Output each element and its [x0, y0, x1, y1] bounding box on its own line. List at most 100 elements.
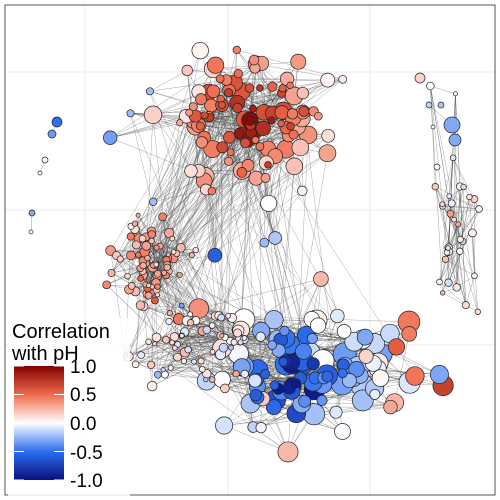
network-node: [321, 370, 334, 383]
network-node: [160, 367, 166, 373]
network-node: [233, 69, 243, 79]
network-node: [297, 185, 308, 196]
network-node: [313, 271, 329, 287]
network-edge: [170, 351, 213, 368]
network-nodes: [28, 41, 483, 463]
network-node: [191, 41, 209, 60]
network-node: [461, 301, 470, 310]
network-node: [316, 394, 328, 406]
network-node: [28, 229, 34, 235]
network-node: [169, 339, 175, 346]
network-node: [218, 343, 229, 353]
network-node: [358, 348, 374, 364]
network-edge: [195, 119, 246, 251]
network-node: [437, 101, 445, 109]
network-node: [237, 339, 244, 346]
network-node: [172, 345, 178, 351]
network-edge: [198, 278, 321, 309]
network-edge: [131, 285, 199, 309]
network-node: [314, 111, 323, 121]
network-node: [207, 186, 217, 196]
network-edge: [140, 164, 269, 356]
network-edge: [448, 208, 480, 283]
legend-title-line-2: with pH: [11, 343, 79, 365]
network-edge: [143, 306, 153, 387]
network-node: [267, 116, 276, 125]
network-node: [195, 121, 205, 131]
network-node: [164, 227, 175, 239]
network-edge: [292, 153, 328, 364]
network-node: [116, 255, 124, 263]
network-node: [255, 142, 265, 151]
network-edge: [174, 336, 363, 340]
network-node: [452, 283, 461, 292]
network-edge: [111, 244, 137, 274]
network-node: [245, 115, 256, 126]
network-node: [260, 194, 278, 212]
network-edge: [154, 112, 190, 289]
network-node: [371, 369, 390, 387]
network-node: [248, 373, 262, 388]
network-node: [199, 366, 206, 373]
network-edge: [465, 275, 475, 306]
network-edge: [430, 85, 451, 214]
network-node: [269, 380, 280, 391]
network-node: [414, 72, 426, 84]
network-node: [278, 84, 287, 93]
network-node: [356, 328, 374, 346]
network-node: [232, 102, 243, 113]
network-node: [291, 138, 310, 157]
network-node: [202, 325, 212, 335]
network-node: [236, 167, 248, 178]
network-node: [151, 296, 159, 305]
legend-title-line-1: Correlation: [12, 321, 110, 343]
network-node: [298, 394, 311, 408]
network-node: [187, 311, 194, 318]
network-edge: [205, 176, 258, 371]
network-node: [103, 130, 118, 145]
network-edge: [214, 147, 223, 256]
network-node: [430, 124, 436, 130]
network-edge: [449, 157, 454, 197]
network-edge: [147, 90, 230, 294]
network-node: [405, 366, 425, 386]
network-edge: [200, 50, 265, 243]
legend-tick-label: 0.5: [70, 385, 96, 406]
network-node: [102, 280, 112, 290]
network-node: [137, 351, 145, 359]
network-edge: [169, 255, 193, 314]
network-node: [441, 255, 450, 263]
network-node: [230, 338, 238, 346]
network-node: [167, 364, 174, 371]
network-node: [208, 376, 216, 383]
network-node: [255, 422, 267, 434]
network-node: [131, 360, 140, 369]
network-node: [189, 252, 195, 259]
network-node: [264, 310, 284, 330]
network-node: [444, 278, 453, 287]
network-node: [169, 235, 176, 242]
network-node: [223, 131, 236, 144]
network-node: [148, 237, 155, 245]
network-node: [41, 156, 49, 164]
network-node: [295, 343, 312, 360]
network-edge: [435, 186, 449, 248]
network-node: [215, 416, 234, 435]
network-edge: [151, 362, 292, 366]
network-node: [153, 269, 162, 278]
network-node: [475, 205, 483, 213]
network-edge: [142, 271, 175, 337]
network-node: [455, 221, 462, 228]
network-node: [195, 93, 208, 106]
network-node: [233, 328, 242, 338]
network-node: [329, 405, 343, 419]
network-node: [260, 369, 271, 380]
network-node: [188, 102, 198, 112]
panel-border: [4, 4, 496, 496]
network-edge: [430, 85, 461, 240]
network-edge: [448, 247, 466, 306]
legend-tick-label: 0.0: [70, 414, 96, 435]
network-node: [443, 116, 461, 134]
network-edge: [135, 291, 157, 338]
network-edge: [445, 259, 457, 288]
